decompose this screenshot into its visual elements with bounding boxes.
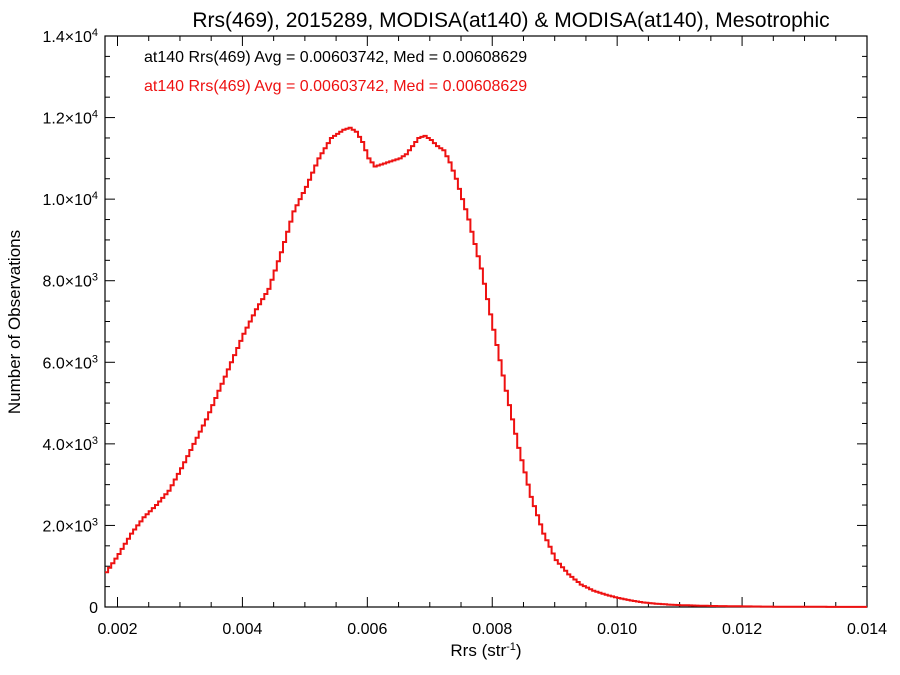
- y-tick-label: 6.0×103: [42, 353, 98, 372]
- x-axis-title: Rrs (str-1): [450, 641, 521, 660]
- series-layer: [105, 126, 867, 608]
- y-tick-label: 4.0×103: [42, 435, 98, 454]
- plot-frame: [104, 35, 868, 608]
- y-axis-title: Number of Observations: [5, 230, 24, 414]
- y-tick-labels: 0 2.0×103 4.0×103 6.0×103 8.0×103 1.0×104 1.2×…: [42, 27, 98, 617]
- y-tick-label: 1.2×104: [42, 109, 98, 128]
- x-tick-label: 0.014: [847, 621, 887, 638]
- stats-annotation: at140 Rrs(469) Avg = 0.00603742, Med = 0…: [144, 78, 527, 95]
- x-tick-label: 0.012: [722, 621, 762, 638]
- y-tick-label: 8.0×103: [42, 272, 98, 291]
- axis-ticks: [105, 35, 868, 608]
- x-tick-labels: 0.002 0.004 0.006 0.008 0.010 0.012 0.014: [97, 621, 887, 638]
- x-tick-label: 0.010: [597, 621, 637, 638]
- y-tick-label: 2.0×103: [42, 516, 98, 535]
- stats-annotation: at140 Rrs(469) Avg = 0.00603742, Med = 0…: [144, 49, 527, 66]
- x-tick-label: 0.004: [222, 621, 262, 638]
- annotation-layer: at140 Rrs(469) Avg = 0.00603742, Med = 0…: [144, 49, 527, 95]
- y-tick-label: 1.4×104: [42, 27, 98, 46]
- y-tick-label: 0: [89, 600, 98, 617]
- chart-title: Rrs(469), 2015289, MODISA(at140) & MODIS…: [192, 9, 829, 32]
- histogram-series-line: [105, 126, 867, 608]
- x-tick-label: 0.008: [472, 621, 512, 638]
- x-tick-label: 0.006: [347, 621, 387, 638]
- y-tick-label: 1.0×104: [42, 190, 98, 209]
- x-tick-label: 0.002: [97, 621, 137, 638]
